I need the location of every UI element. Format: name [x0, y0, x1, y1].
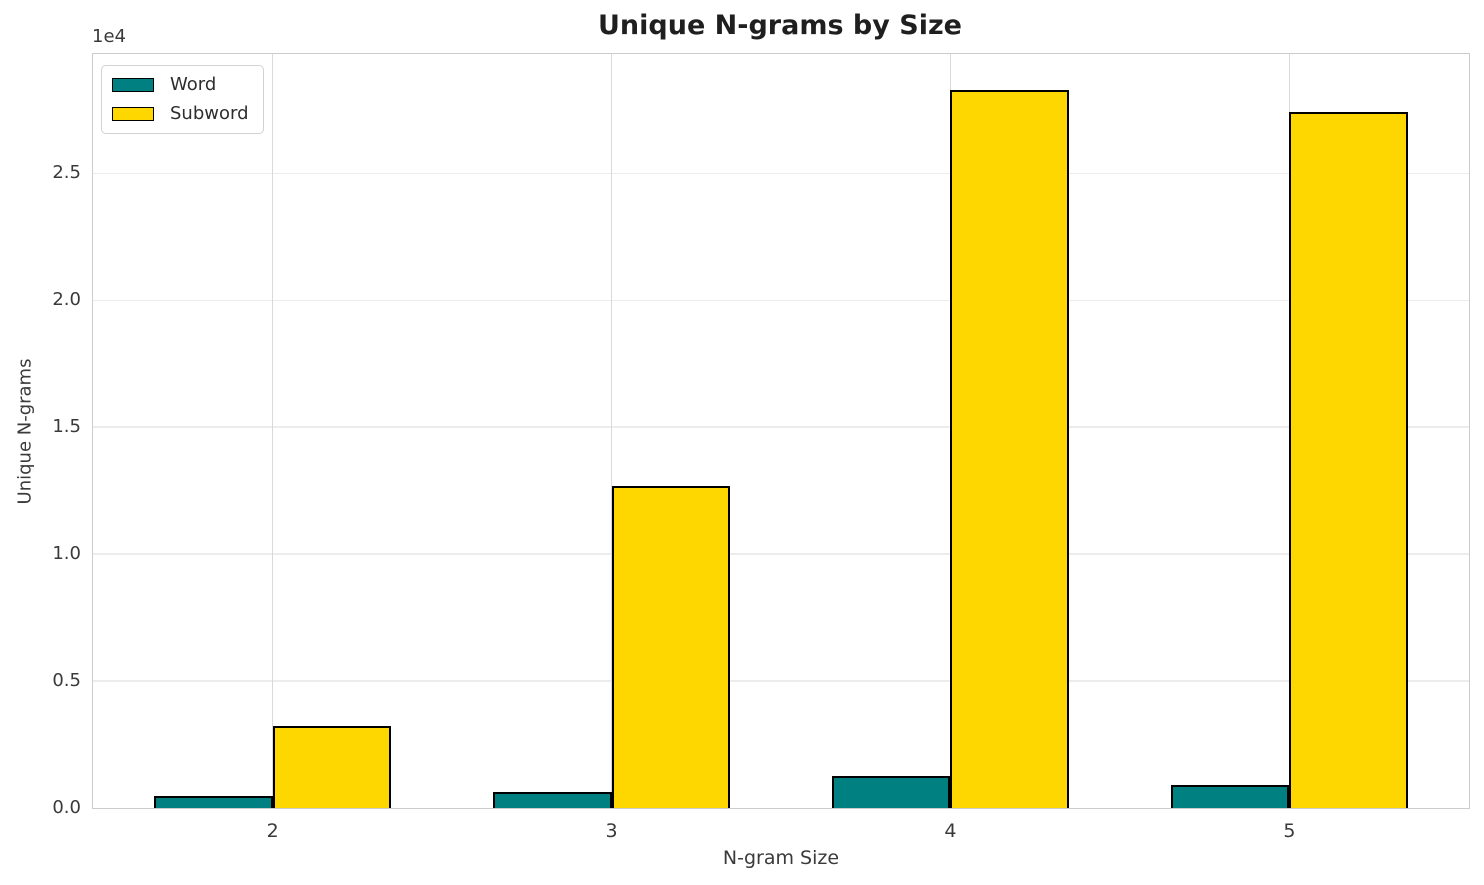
y-tick-label: 1.0 [52, 543, 81, 565]
legend-item-subword: Subword [112, 102, 249, 126]
y-tick-label: 0.0 [52, 797, 81, 818]
gridline-horizontal [93, 680, 1469, 682]
bar-word-3 [492, 791, 612, 808]
bar-subword-4 [950, 89, 1070, 808]
bar-word-4 [831, 775, 951, 808]
gridline-horizontal [93, 426, 1469, 428]
legend-swatch-word [112, 78, 154, 92]
bar-subword-5 [1289, 112, 1408, 808]
y-tick-label: 2.5 [52, 162, 81, 184]
chart-title: Unique N-grams by Size [598, 10, 962, 41]
legend-label-subword: Subword [170, 103, 249, 124]
bar-subword-3 [611, 485, 731, 808]
y-tick-label: 2.0 [52, 289, 81, 311]
x-tick-label: 3 [605, 820, 618, 842]
gridline-horizontal [93, 172, 1469, 175]
legend-label-word: Word [170, 74, 217, 95]
axes: Unique N-grams N-gram Size Word Subword 0… [15, 53, 1470, 869]
bar-word-2 [154, 795, 273, 808]
x-tick-label: 2 [266, 820, 279, 842]
x-tick-label: 4 [944, 820, 957, 842]
x-axis-label: N-gram Size [722, 847, 840, 869]
legend-swatch-subword [112, 107, 154, 121]
gridline-horizontal [93, 299, 1469, 301]
gridline-vertical [271, 54, 274, 808]
legend: Word Subword [101, 65, 264, 134]
y-tick-label: 0.5 [52, 670, 81, 692]
legend-item-word: Word [112, 73, 249, 97]
x-tick-label: 5 [1283, 820, 1296, 842]
gridline-horizontal [93, 553, 1469, 555]
bar-word-5 [1170, 785, 1290, 808]
bar-subword-2 [272, 725, 392, 808]
y-axis-offset-label: 1e4 [92, 26, 126, 47]
y-tick-label: 1.5 [52, 416, 81, 438]
gridline-vertical [610, 54, 613, 808]
